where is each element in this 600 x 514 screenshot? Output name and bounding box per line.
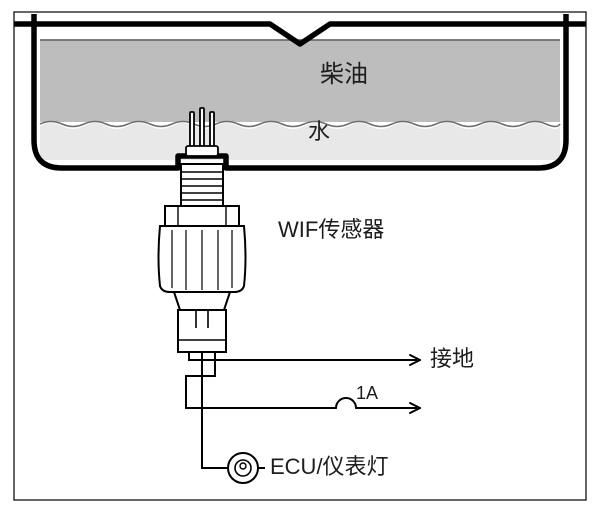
sensor-threads (181, 164, 223, 206)
diesel-layer (40, 40, 560, 122)
label-water: 水 (308, 120, 330, 144)
sensor-body (159, 226, 246, 292)
label-ground: 接地 (430, 347, 474, 371)
label-sensor: WIF传感器 (278, 218, 384, 242)
water-layer (40, 123, 560, 160)
sensor-connector (178, 310, 226, 352)
label-fuse: 1A (356, 384, 378, 404)
sensor-taper (174, 292, 230, 310)
label-diesel: 柴油 (320, 62, 368, 88)
wires (186, 352, 420, 468)
indicator-lamp-icon (228, 453, 265, 483)
diagram-svg (0, 0, 600, 514)
sensor-electrodes (186, 108, 218, 156)
label-ecu: ECU/仪表灯 (270, 455, 389, 479)
wire-ground (189, 352, 420, 360)
sensor-hex-flange (165, 206, 239, 226)
diagram-root: 柴油 水 WIF传感器 接地 1A ECU/仪表灯 (0, 0, 600, 514)
fuse-symbol (336, 398, 356, 408)
